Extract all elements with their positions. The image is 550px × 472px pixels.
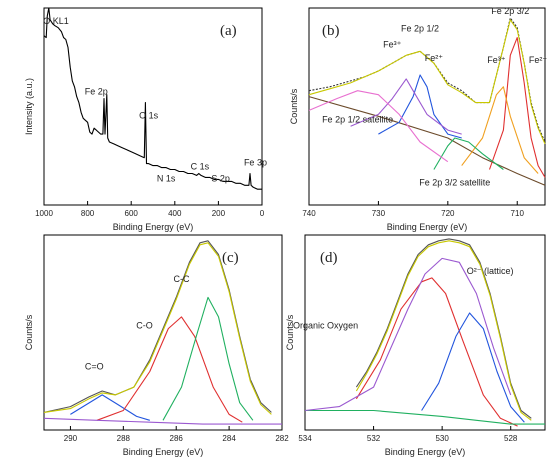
peak-annotation: Fe³⁺ <box>487 55 506 65</box>
x-tick-label: 600 <box>125 209 139 218</box>
peak-annotation: C 1s <box>191 162 210 172</box>
series-line-2 <box>70 394 150 421</box>
x-tick-label: 720 <box>441 209 455 218</box>
x-tick-label: 288 <box>117 434 131 443</box>
series-line-4 <box>350 78 462 135</box>
y-axis-label: Counts/s <box>289 88 299 124</box>
peak-annotation: N 1s <box>157 173 176 183</box>
x-tick-label: 740 <box>302 209 316 218</box>
peak-annotation: Fe³⁺ <box>383 39 402 49</box>
x-tick-label: 800 <box>81 209 95 218</box>
panel-c-c1s-spectrum: 290 288 286 284 282 Binding Energy (eV) Counts… <box>24 234 289 457</box>
plot-frame <box>43 7 263 206</box>
x-tick-label: 200 <box>212 209 226 218</box>
peak-annotation: C-C <box>174 274 190 284</box>
x-tick-label: 532 <box>367 434 381 443</box>
x-tick-label: 290 <box>64 434 78 443</box>
series-line-2 <box>355 277 518 427</box>
x-tick-label: 710 <box>511 209 525 218</box>
x-tick-label: 1000 <box>35 209 53 218</box>
x-tick-label: 730 <box>372 209 386 218</box>
peak-annotation: Fe²⁺ <box>529 55 548 65</box>
x-tick-label: 0 <box>260 209 265 218</box>
x-tick-label: 282 <box>275 434 289 443</box>
panel-a-survey-spectrum: 1000 800 600 400 200 0 Binding Energy (eV) Inte… <box>24 7 267 232</box>
panel-d-o1s-spectrum: 534 532 530 528 Binding Energy (eV) Counts/s (… <box>285 234 546 457</box>
panel-label: (b) <box>322 23 340 39</box>
panel-label: (d) <box>320 250 338 266</box>
series-line-2 <box>308 96 546 186</box>
peak-annotation: Fe 2p 1/2 satellite <box>322 114 393 124</box>
peak-annotation: Fe²⁺ <box>425 53 444 63</box>
series-line-0 <box>43 7 262 190</box>
peak-annotation: Fe 3p <box>244 158 267 168</box>
series-line-7 <box>433 137 504 170</box>
peak-annotation: Fe 2p 1/2 <box>401 24 439 34</box>
series-line-8 <box>308 90 449 163</box>
series-line-1 <box>308 19 546 145</box>
series-line-3 <box>96 316 243 423</box>
x-axis-label: Binding Energy (eV) <box>123 447 204 457</box>
x-axis-label: Binding Energy (eV) <box>113 222 194 232</box>
series-line-1 <box>43 242 272 415</box>
plot-frame <box>304 234 546 431</box>
y-axis-label: Counts/s <box>24 314 34 350</box>
peak-annotation: Organic Oxygen <box>293 321 358 331</box>
x-tick-label: 400 <box>168 209 182 218</box>
peak-annotation: S 2p <box>211 173 230 183</box>
peak-annotation: O 1s <box>139 110 159 120</box>
peak-annotation: O KL1 <box>43 16 69 26</box>
series-line-5 <box>304 257 512 412</box>
x-tick-label: 528 <box>504 434 518 443</box>
series-line-4 <box>162 296 254 421</box>
series-line-1 <box>355 240 532 421</box>
series-line-5 <box>43 417 282 425</box>
x-axis-label: Binding Energy (eV) <box>385 447 466 457</box>
peak-annotation: C=O <box>85 362 104 372</box>
y-axis-label: Intensity (a.u.) <box>24 78 34 135</box>
series-line-3 <box>421 312 525 423</box>
peak-annotation: Fe 2p 3/2 <box>491 6 529 16</box>
x-tick-label: 284 <box>222 434 236 443</box>
peak-annotation: Fe 2p <box>85 87 108 97</box>
y-axis-label: Counts/s <box>285 314 295 350</box>
x-tick-label: 534 <box>298 434 312 443</box>
peak-annotation: O²⁻ (lattice) <box>467 266 514 276</box>
series-line-6 <box>461 86 539 174</box>
plot-frame <box>308 7 546 206</box>
series-line-5 <box>488 37 546 178</box>
x-axis-label: Binding Energy (eV) <box>387 222 468 232</box>
panel-b-fe2p-spectrum: 740 730 720 710 Binding Energy (eV) Counts/s (… <box>289 6 547 232</box>
panel-label: (a) <box>220 23 237 39</box>
panel-label: (c) <box>222 250 239 266</box>
x-tick-label: 530 <box>435 434 449 443</box>
series-line-4 <box>305 409 545 425</box>
peak-annotation: C-O <box>136 321 153 331</box>
x-tick-label: 286 <box>170 434 184 443</box>
plot-frame <box>43 234 283 431</box>
peak-annotation: Fe 2p 3/2 satellite <box>419 177 490 187</box>
